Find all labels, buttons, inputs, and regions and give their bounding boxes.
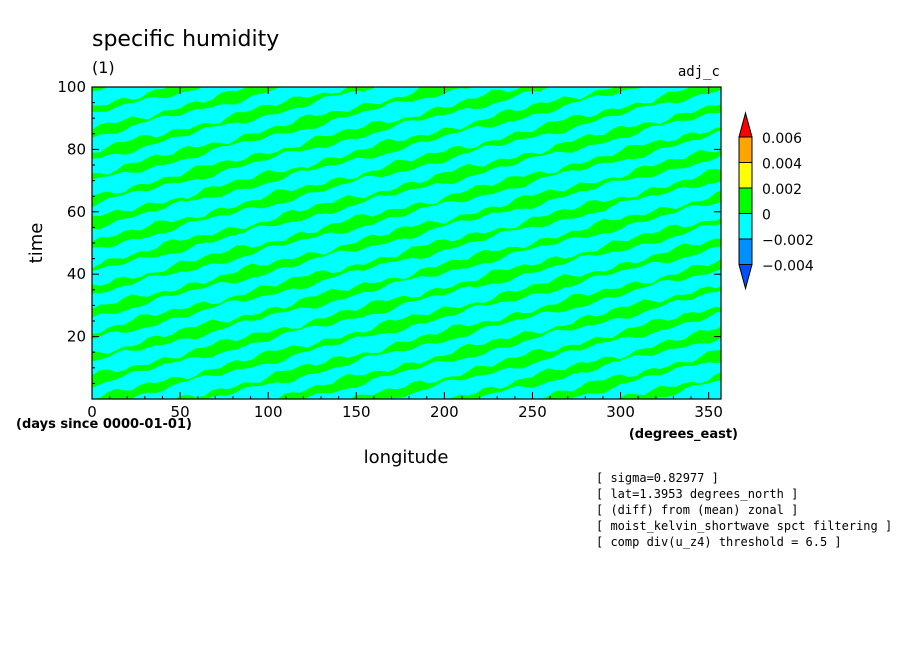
positive-band [92,217,721,389]
colorbar-swatch [738,187,753,214]
positive-band [426,326,721,399]
y-tick-label: 80 [67,140,86,158]
annotation-lat: [ lat=1.3953 degrees_north ] [596,487,798,501]
colorbar-label: −0.002 [762,233,814,249]
x-tick-label: 50 [171,403,190,421]
y-axis-label: time [26,223,47,264]
positive-band [92,87,645,230]
chart-title: specific humidity [92,27,279,52]
positive-band [92,87,721,248]
y-axis-units: (days since 0000-01-01) [16,417,192,432]
x-tick-label: 250 [518,403,547,421]
y-tick-label: 60 [67,203,86,221]
run-label: adj_c [678,64,720,80]
colorbar-label: −0.004 [762,259,814,275]
x-axis-units: (degrees_east) [629,427,738,442]
x-tick-label: 0 [87,403,97,421]
x-axis-label: longitude [364,447,449,468]
colorbar-label: 0 [762,208,771,224]
positive-band [92,169,721,340]
y-axis: 20 40 60 80 100 [57,78,721,384]
colorbar-max-arrow [738,111,753,138]
positive-band [92,419,724,586]
colorbar-label: 0.006 [762,131,802,147]
positive-band [92,127,721,294]
positive-band [92,87,376,159]
positive-band [350,306,721,399]
positive-band [92,190,721,362]
annotation-threshold: [ comp div(u_z4) threshold = 6.5 ] [596,535,842,549]
x-tick-label: 350 [694,403,723,421]
x-tick-label: 300 [606,403,635,421]
y-tick-label: 40 [67,265,86,283]
colorbar: 0.006 0.004 0.002 0 −0.002 −0.004 [738,111,814,291]
y-tick-label: 100 [57,78,86,96]
positive-band [541,350,721,399]
x-tick-label: 150 [342,403,371,421]
annotation-diff: [ (diff) from (mean) zonal ] [596,503,798,517]
annotation-block: [ sigma=0.82977 ] [ lat=1.3953 degrees_n… [596,471,892,549]
band-layer [92,0,724,586]
annotation-sigma: [ sigma=0.82977 ] [596,471,719,485]
positive-band [92,87,550,208]
x-tick-label: 100 [254,403,283,421]
positive-band [92,87,473,180]
positive-band [92,238,721,399]
plot-area [91,0,724,586]
colorbar-label: 0.004 [762,157,802,173]
x-tick-label: 200 [430,403,459,421]
positive-band [92,0,724,25]
positive-band [92,87,108,92]
positive-band [92,104,721,272]
annotation-filter: [ moist_kelvin_shortwave spct filtering … [596,519,892,533]
colorbar-min-arrow [738,264,753,291]
colorbar-swatch [738,162,753,189]
positive-band [616,372,721,399]
positive-band [92,149,721,318]
chart-units: (1) [92,58,115,77]
positive-band [174,258,721,399]
x-axis: 0 50 100 150 200 250 300 350 [87,87,723,421]
colorbar-swatch [738,213,753,240]
colorbar-swatch [738,136,753,163]
positive-band [277,286,721,399]
y-tick-label: 20 [67,328,86,346]
colorbar-label: 0.002 [762,182,802,198]
positive-band [92,87,282,139]
colorbar-swatch [738,238,753,265]
positive-band [92,87,203,112]
